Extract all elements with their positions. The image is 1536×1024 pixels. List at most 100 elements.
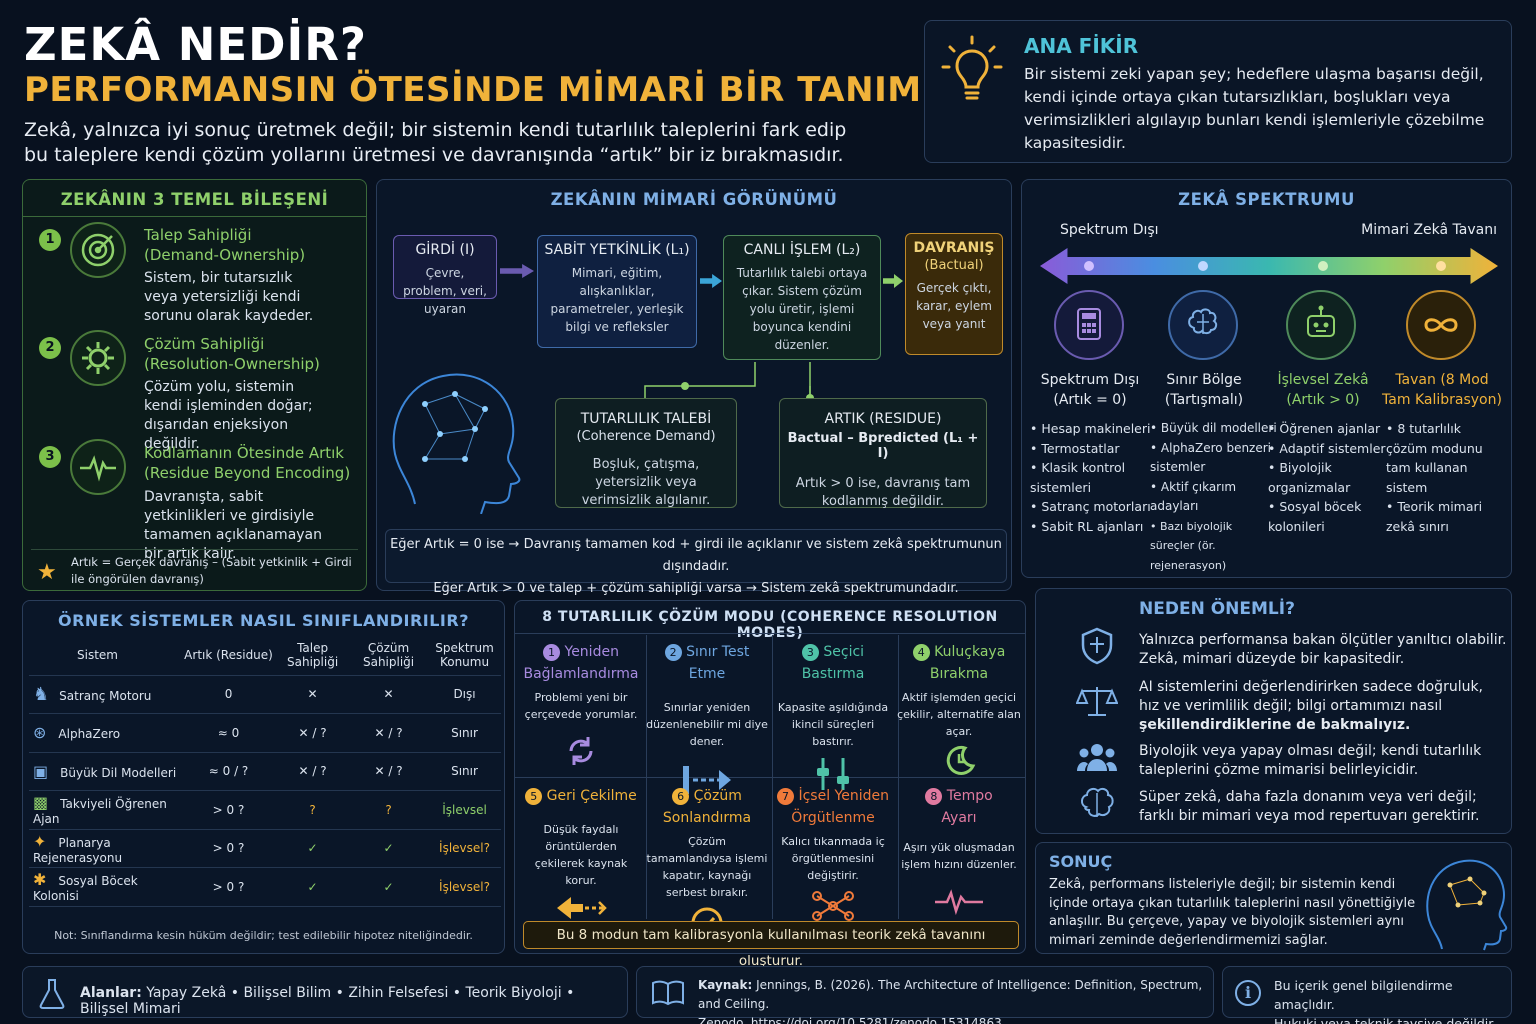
disclaimer-line-1: Bu içerik genel bilgilendirme amaçlıdır.	[1274, 978, 1453, 1012]
ant-icon: ✱	[33, 870, 47, 890]
modes-panel: 8 TUTARLILIK ÇÖZÜM MODU (COHERENCE RESOL…	[514, 600, 1026, 969]
chess-knight-icon: ♞	[33, 683, 50, 705]
flask-icon	[39, 979, 65, 1009]
mode-1: 1 Yeniden Bağlamlandırma Problemi yeni bi…	[519, 641, 643, 775]
scale-icon	[1076, 687, 1118, 716]
why-panel: NEDEN ÖNEMLİ? Yalnızca performansa bakan…	[1035, 588, 1512, 834]
main-idea-text: Bir sistemi zeki yapan şey; hedeflere ul…	[1024, 65, 1485, 152]
spectrum-col-1-list: • Hesap makineleri • Termostatlar • Klas…	[1030, 421, 1151, 534]
table-row: ♞ Satranç Motoru 0 ✕ ✕ Dışı	[29, 675, 501, 714]
star-icon: ★	[37, 560, 57, 585]
source-label: Kaynak:	[698, 978, 753, 992]
robot-icon: ▩	[33, 793, 49, 813]
spectrum-col-3-list: • Öğrenen ajanlar • Adaptif sistemler • …	[1268, 421, 1386, 534]
table-header-row: Sistem Artık (Residue) Talep Sahipliği Ç…	[29, 635, 501, 676]
mode-4: 4 Kuluçkaya Bırakma Aktif işlemden geçici…	[897, 641, 1021, 784]
table-row: ▣ Büyük Dil Modelleri ≈ 0 / ? ✕ / ? ✕ / ? Sın…	[29, 752, 501, 791]
calculator-icon	[1054, 290, 1124, 360]
page-subtitle: PERFORMANSIN ÖTESİNDE MİMARİ BİR TANIM	[24, 70, 922, 110]
residue-formula-note: Artık = Gerçek davranış – (Sabit yetkinl…	[71, 555, 352, 586]
main-idea-title: ANA FİKİR	[1024, 34, 1139, 58]
why-item-4: Süper zekâ, daha fazla donanım veya veri…	[1139, 789, 1480, 824]
gear-icon	[70, 330, 126, 386]
modes-footer: Bu 8 modun tam kalibrasyonla kullanılmas…	[523, 921, 1019, 969]
residue-rule-box: Eğer Artık = 0 ise → Davranış tamamen ko…	[385, 529, 1007, 596]
network-nodes-icon	[812, 891, 854, 921]
boundary-arrow-icon	[683, 766, 731, 794]
spectrum-col-1-head: Spektrum Dışı (Artık = 0)	[1040, 372, 1140, 408]
residue-box: ARTIK (RESIDUE) Bactual – Bpredicted (L₁…	[779, 398, 987, 509]
brain-icon	[1168, 290, 1238, 360]
human-head-brain-icon	[1426, 859, 1508, 951]
conclusion-title: SONUÇ	[1049, 852, 1113, 871]
users-group-icon	[1077, 744, 1117, 771]
spectrum-col-2-head: Sınır Bölge (Tartışmalı)	[1164, 372, 1244, 408]
retreat-arrow-icon	[557, 897, 607, 919]
why-title: NEDEN ÖNEMLİ?	[1139, 599, 1295, 619]
spectrum-right-label: Mimari Zekâ Tavanı	[1361, 222, 1497, 238]
modes-title: 8 TUTARLILIK ÇÖZÜM MODU (COHERENCE RESOL…	[542, 609, 998, 641]
intro-text: Zekâ, yalnızca iyi sonuç üretmek değil; …	[24, 118, 884, 168]
mode-3: 3 Seçici Bastırma Kapasite aşıldığında i…	[771, 641, 895, 798]
examples-note: Not: Sınıflandırma kesin hüküm değildir;…	[54, 929, 473, 942]
robot-icon	[1286, 290, 1356, 360]
target-icon	[70, 222, 126, 278]
architecture-title: ZEKÂNIN MİMARİ GÖRÜNÜMÜ	[550, 190, 838, 209]
spectrum-col-4-head: Tavan (8 Mod Tam Kalibrasyon)	[1382, 372, 1502, 408]
input-box: GİRDİ (I) Çevre, problem, veri, uyaran	[393, 235, 497, 316]
examples-table: Sistem Artık (Residue) Talep Sahipliği Ç…	[29, 635, 501, 907]
heartbeat-icon	[70, 439, 126, 495]
conclusion-text: Zekâ, performans listeleriyle değil; bir…	[1049, 877, 1416, 948]
source-citation: Jennings, B. (2026). The Architecture of…	[698, 978, 1203, 1011]
planaria-icon: ✦	[33, 831, 47, 851]
component-desc-3: Davranışta, sabit yetkinlikleri ve girdi…	[144, 489, 323, 562]
table-row: ⊛ AlphaZero ≈ 0 ✕ / ? ✕ / ? Sınır	[29, 713, 501, 753]
spectrum-col-4-list: • 8 tutarlılık çözüm modunu tam kullanan…	[1386, 421, 1483, 534]
fields-label: Alanlar:	[80, 985, 142, 1001]
intro-line-1: Zekâ, yalnızca iyi sonuç üretmek değil; …	[24, 119, 847, 141]
mode-7: 7 İçsel Yeniden Örgütlenme Kalıcı tıkanma…	[771, 785, 895, 928]
why-item-3: Biyolojik veya yapay olması değil; kendi…	[1139, 743, 1482, 778]
slider-controls-icon	[817, 758, 849, 790]
fields-text: Yapay Zekâ • Bilişsel Bilim • Zihin Fels…	[80, 985, 575, 1017]
network-icon: ⊛	[33, 723, 47, 743]
moon-clock-icon	[946, 745, 976, 775]
why-item-1: Yalnızca performansa bakan ölçütler yanı…	[1139, 632, 1507, 667]
page-title: ZEKÂ NEDİR?	[24, 18, 367, 71]
components-panel: ZEKÂNIN 3 TEMEL BİLEŞENİ 1 Talep Sahipli…	[22, 179, 367, 591]
lightbulb-icon	[941, 35, 1003, 100]
component-number-1: 1	[39, 229, 61, 251]
chat-bubble-icon: ▣	[33, 761, 49, 781]
examples-title: ÖRNEK SİSTEMLER NASIL SINIFLANDIRILIR?	[58, 611, 469, 630]
table-row: ✱ Sosyal Böcek Kolonisi > 0 ? ✓ ✓ İşlevsel?	[29, 867, 501, 907]
footer-source: Kaynak: Jennings, B. (2026). The Archite…	[636, 966, 1214, 1024]
spectrum-col-2-list: • Büyük dil modelleri • AlphaZero benzer…	[1150, 421, 1277, 572]
intro-line-2: bu taleplere kendi çözüm yollarını üretm…	[24, 144, 844, 166]
table-row: ✦ Planarya Rejenerasyonu > 0 ? ✓ ✓ İşlevsel?	[29, 829, 501, 868]
shield-icon	[1081, 627, 1113, 665]
conclusion-panel: SONUÇ Zekâ, performans listeleriyle deği…	[1035, 842, 1512, 954]
spectrum-col-3-head: İşlevsel Zekâ (Artık > 0)	[1277, 372, 1369, 408]
mode-6: 6 Çözüm Sonlandırma Çözüm tamamlandıysa i…	[645, 785, 769, 945]
component-title-1: Talep Sahipliği (Demand-Ownership)	[144, 226, 306, 264]
architecture-panel: ZEKÂNIN MİMARİ GÖRÜNÜMÜ GİRDİ (I) Çevre,…	[376, 179, 1012, 596]
behavior-box: DAVRANIŞ (Bactual) Gerçek çıktı, karar, …	[905, 233, 1003, 355]
footer-disclaimer: i Bu içerik genel bilgilendirme amaçlıdı…	[1222, 966, 1512, 1024]
main-idea-panel: ANA FİKİR Bir sistemi zeki yapan şey; he…	[924, 20, 1512, 163]
mode-8: 8 Tempo Ayarı Aşırı yük oluşmadan işlem h…	[897, 785, 1021, 921]
human-head-brain-icon	[392, 373, 521, 514]
component-number-2: 2	[39, 337, 61, 359]
info-icon: i	[1235, 980, 1261, 1006]
footer-fields: Alanlar: Yapay Zekâ • Bilişsel Bilim • Z…	[22, 966, 628, 1018]
component-title-2: Çözüm Sahipliği (Resolution-Ownership)	[144, 335, 320, 373]
component-desc-1: Sistem, bir tutarsızlık veya yetersizliğ…	[144, 270, 314, 324]
disclaimer-line-2: Hukuki veya teknik tavsiye değildir.	[1274, 1016, 1497, 1024]
spectrum-title: ZEKÂ SPEKTRUMU	[1178, 190, 1355, 209]
fixed-competence-box: SABİT YETKİNLİK (L₁) Mimari, eğitim, alı…	[537, 235, 697, 348]
mode-5: 5 Geri Çekilme Düşük faydalı örüntülerde…	[519, 785, 643, 927]
component-number-3: 3	[39, 446, 61, 468]
pulse-icon	[935, 889, 983, 916]
source-doi: Zenodo. https://doi.org/10.5281/zenodo.1…	[698, 1016, 1002, 1024]
coherence-demand-box: TUTARLILIK TALEBİ (Coherence Demand) Boş…	[555, 398, 737, 508]
why-item-2: AI sistemlerini değerlendirirken sadece …	[1139, 679, 1484, 733]
